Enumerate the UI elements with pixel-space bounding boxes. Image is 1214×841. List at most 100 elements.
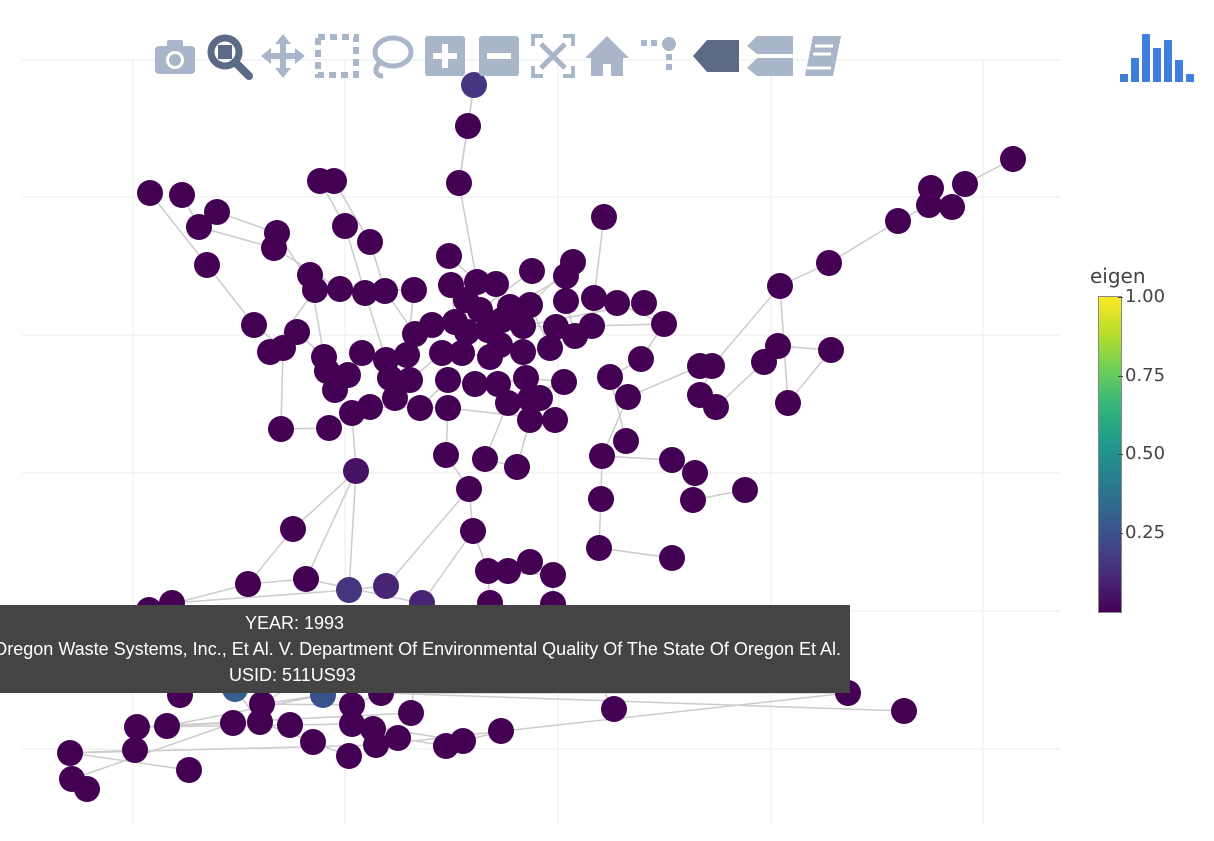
network-node[interactable] — [682, 460, 708, 486]
network-node[interactable] — [241, 312, 267, 338]
network-node[interactable] — [352, 280, 378, 306]
network-node[interactable] — [280, 516, 306, 542]
network-node[interactable] — [436, 243, 462, 269]
network-node[interactable] — [601, 696, 627, 722]
network-node[interactable] — [450, 728, 476, 754]
network-node[interactable] — [918, 175, 944, 201]
lasso-select-button[interactable] — [364, 29, 418, 83]
network-node[interactable] — [385, 725, 411, 751]
network-node[interactable] — [454, 319, 480, 345]
network-node[interactable] — [293, 566, 319, 592]
network-node[interactable] — [527, 385, 553, 411]
network-node[interactable] — [885, 208, 911, 234]
network-node[interactable] — [235, 571, 261, 597]
spike-lines-button[interactable] — [634, 29, 688, 83]
network-node[interactable] — [456, 476, 482, 502]
network-node[interactable] — [588, 486, 614, 512]
network-node[interactable] — [462, 371, 488, 397]
network-node[interactable] — [597, 364, 623, 390]
network-node[interactable] — [321, 168, 347, 194]
network-node[interactable] — [349, 340, 375, 366]
network-node[interactable] — [339, 711, 365, 737]
network-node[interactable] — [628, 346, 654, 372]
network-node[interactable] — [517, 549, 543, 575]
network-node[interactable] — [483, 271, 509, 297]
network-node[interactable] — [446, 170, 472, 196]
network-node[interactable] — [339, 692, 365, 718]
network-node[interactable] — [398, 700, 424, 726]
network-node[interactable] — [816, 250, 842, 276]
network-node[interactable] — [419, 312, 445, 338]
network-node[interactable] — [316, 415, 342, 441]
zoom-in-button[interactable] — [418, 29, 472, 83]
network-node[interactable] — [495, 390, 521, 416]
network-node[interactable] — [1000, 146, 1026, 172]
camera-button[interactable] — [148, 29, 202, 83]
network-node[interactable] — [472, 446, 498, 472]
network-node[interactable] — [302, 277, 328, 303]
network-node[interactable] — [124, 714, 150, 740]
network-node[interactable] — [336, 577, 362, 603]
network-node[interactable] — [327, 276, 353, 302]
network-node[interactable] — [363, 732, 389, 758]
network-node[interactable] — [176, 757, 202, 783]
network-node[interactable] — [154, 713, 180, 739]
network-node[interactable] — [433, 442, 459, 468]
network-node[interactable] — [767, 273, 793, 299]
network-node[interactable] — [537, 335, 563, 361]
network-node[interactable] — [477, 344, 503, 370]
network-node[interactable] — [268, 416, 294, 442]
network-node[interactable] — [74, 776, 100, 802]
network-node[interactable] — [270, 335, 296, 361]
network-node[interactable] — [475, 558, 501, 584]
network-node[interactable] — [510, 313, 536, 339]
network-node[interactable] — [765, 333, 791, 359]
network-node[interactable] — [510, 339, 536, 365]
network-node[interactable] — [332, 213, 358, 239]
network-node[interactable] — [339, 400, 365, 426]
network-node[interactable] — [513, 365, 539, 391]
network-node[interactable] — [488, 718, 514, 744]
network-node[interactable] — [357, 229, 383, 255]
network-node[interactable] — [382, 385, 408, 411]
network-node[interactable] — [631, 290, 657, 316]
network-node[interactable] — [591, 204, 617, 230]
network-node[interactable] — [377, 365, 403, 391]
network-node[interactable] — [659, 545, 685, 571]
network-node[interactable] — [467, 297, 493, 323]
network-node[interactable] — [336, 743, 362, 769]
edit-chart-button[interactable] — [796, 29, 850, 83]
network-node[interactable] — [455, 113, 481, 139]
network-node[interactable] — [394, 342, 420, 368]
network-node[interactable] — [504, 454, 530, 480]
network-node[interactable] — [553, 288, 579, 314]
network-node[interactable] — [373, 573, 399, 599]
network-node[interactable] — [57, 740, 83, 766]
network-node[interactable] — [137, 180, 163, 206]
box-select-button[interactable] — [310, 29, 364, 83]
network-node[interactable] — [699, 353, 725, 379]
network-node[interactable] — [703, 394, 729, 420]
network-node[interactable] — [553, 263, 579, 289]
network-node[interactable] — [449, 340, 475, 366]
network-node[interactable] — [540, 562, 566, 588]
network-node[interactable] — [300, 729, 326, 755]
network-node[interactable] — [335, 362, 361, 388]
network-node[interactable] — [194, 252, 220, 278]
network-node[interactable] — [435, 395, 461, 421]
network-node[interactable] — [615, 384, 641, 410]
network-node[interactable] — [589, 443, 615, 469]
network-node[interactable] — [680, 487, 706, 513]
network-node[interactable] — [519, 258, 545, 284]
network-node[interactable] — [732, 477, 758, 503]
network-node[interactable] — [460, 518, 486, 544]
network-node[interactable] — [186, 214, 212, 240]
network-node[interactable] — [651, 311, 677, 337]
network-node[interactable] — [517, 292, 543, 318]
network-node[interactable] — [579, 313, 605, 339]
network-node[interactable] — [659, 447, 685, 473]
network-node[interactable] — [204, 199, 230, 225]
network-node[interactable] — [169, 182, 195, 208]
network-node[interactable] — [517, 407, 543, 433]
network-node[interactable] — [613, 428, 639, 454]
